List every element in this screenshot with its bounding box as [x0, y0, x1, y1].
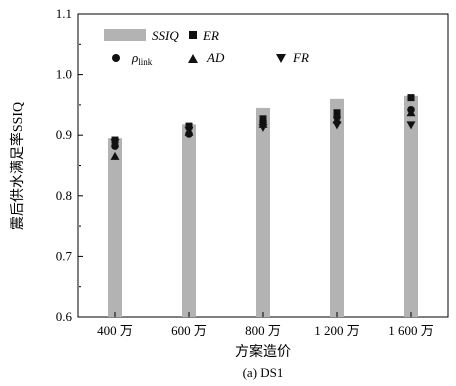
bar-ssiq — [256, 107, 270, 318]
legend-label-ad: AD — [206, 50, 225, 65]
y-tick-label: 0.9 — [56, 127, 72, 142]
legend-marker-rho — [112, 54, 120, 62]
bar-ssiq — [404, 95, 418, 317]
point-fr — [406, 121, 416, 130]
y-axis-title: 震后供水满足率SSIQ — [9, 102, 26, 230]
point-er — [407, 94, 415, 102]
point-er — [333, 109, 341, 117]
x-tick-label: 800 万 — [245, 323, 281, 338]
legend-label-rho-sub: link — [138, 57, 153, 67]
legend-label-rho: ρlink — [131, 50, 153, 67]
bar-ssiq — [330, 98, 344, 317]
x-axis-title: 方案造价 — [235, 343, 291, 360]
bar-ssiq — [108, 138, 122, 317]
bar-ssiq — [182, 124, 196, 318]
point-fr — [332, 121, 342, 130]
legend-label-rho-main: ρ — [131, 50, 138, 65]
x-tick-label: 1 600 万 — [388, 323, 434, 338]
bars-layer — [108, 95, 418, 318]
legend-marker-ad — [188, 54, 198, 63]
y-tick-label: 1.0 — [56, 67, 72, 82]
x-tick-label: 1 200 万 — [314, 323, 360, 338]
legend-marker-er — [189, 31, 197, 39]
legend-label-ssiq: SSIQ — [152, 28, 179, 43]
legend-label-fr: FR — [292, 50, 309, 65]
figure-caption: (a) DS1 — [243, 365, 284, 380]
x-tick-label: 400 万 — [97, 323, 133, 338]
y-tick-label: 0.6 — [56, 309, 73, 324]
legend: SSIQ ER ρlink AD FR — [104, 28, 309, 67]
y-tick-label: 1.1 — [56, 6, 72, 21]
legend-swatch-ssiq — [104, 29, 146, 41]
y-axis: 0.6 0.7 0.8 0.9 1.0 1.1 — [56, 6, 83, 324]
legend-marker-fr — [276, 54, 286, 63]
x-tick-label: 600 万 — [171, 323, 207, 338]
y-tick-label: 0.8 — [56, 188, 72, 203]
point-fr — [258, 123, 268, 132]
x-axis: 400 万 600 万 800 万 1 200 万 1 600 万 — [97, 312, 434, 338]
markers-layer — [110, 94, 416, 160]
point-ad — [110, 151, 120, 160]
point-ad — [406, 108, 416, 117]
y-tick-label: 0.7 — [56, 248, 73, 263]
point-er — [185, 122, 193, 130]
point-fr — [110, 138, 120, 147]
legend-label-er: ER — [202, 28, 219, 43]
point-fr — [184, 126, 194, 135]
